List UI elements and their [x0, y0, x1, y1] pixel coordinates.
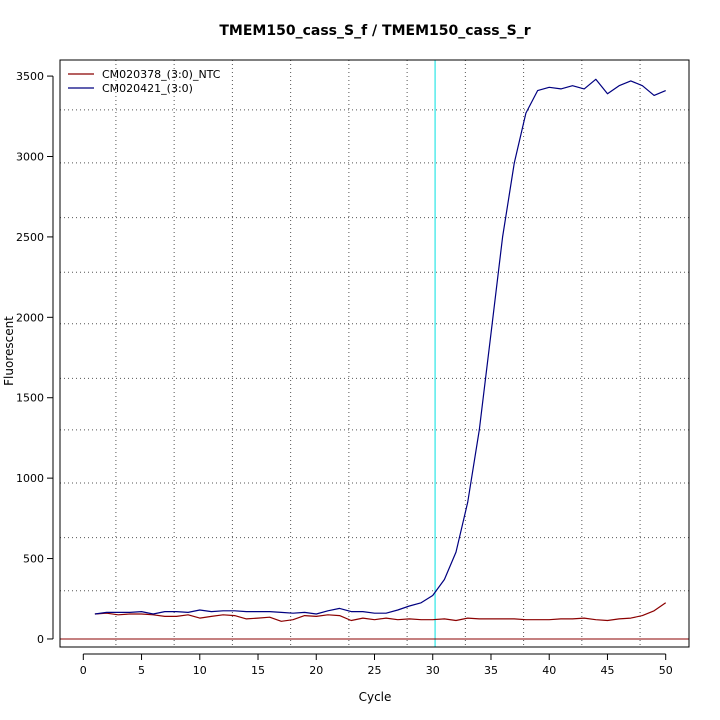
series-layer — [94, 78, 667, 622]
y-tick-label: 3500 — [16, 70, 44, 83]
y-tick-label: 500 — [23, 553, 44, 566]
x-tick-label: 25 — [368, 664, 382, 677]
grid-lines — [60, 60, 689, 647]
x-tick-label: 20 — [309, 664, 323, 677]
y-tick-label: 2000 — [16, 311, 44, 324]
y-tick-label: 3000 — [16, 150, 44, 163]
y-tick-label: 1500 — [16, 392, 44, 405]
x-tick-label: 5 — [138, 664, 145, 677]
x-tick-label: 50 — [659, 664, 673, 677]
threshold-layer — [60, 60, 689, 647]
x-tick-label: 35 — [484, 664, 498, 677]
series-line-2 — [94, 78, 666, 615]
y-axis: 0 500 1000 1500 2000 2500 3000 3500 — [16, 70, 54, 646]
y-tick-label: 2500 — [16, 231, 44, 244]
x-axis: 0 5 10 15 20 25 30 35 40 45 50 — [80, 653, 673, 677]
x-tick-label: 30 — [426, 664, 440, 677]
x-tick-label: 0 — [80, 664, 87, 677]
series-line-1 — [94, 602, 667, 622]
x-tick-label: 45 — [600, 664, 614, 677]
y-tick-label: 1000 — [16, 472, 44, 485]
x-axis-label: Cycle — [359, 690, 392, 704]
x-tick-label: 40 — [542, 664, 556, 677]
x-tick-label: 15 — [251, 664, 265, 677]
x-tick-label: 10 — [193, 664, 207, 677]
legend-label-1: CM020378_(3:0)_NTC — [102, 68, 221, 81]
plot-frame — [59, 59, 690, 648]
y-axis-label: Fluorescent — [2, 316, 16, 386]
chart-title: TMEM150_cass_S_f / TMEM150_cass_S_r — [219, 23, 530, 39]
legend-label-2: CM020421_(3:0) — [102, 82, 193, 95]
y-tick-label: 0 — [37, 633, 44, 646]
